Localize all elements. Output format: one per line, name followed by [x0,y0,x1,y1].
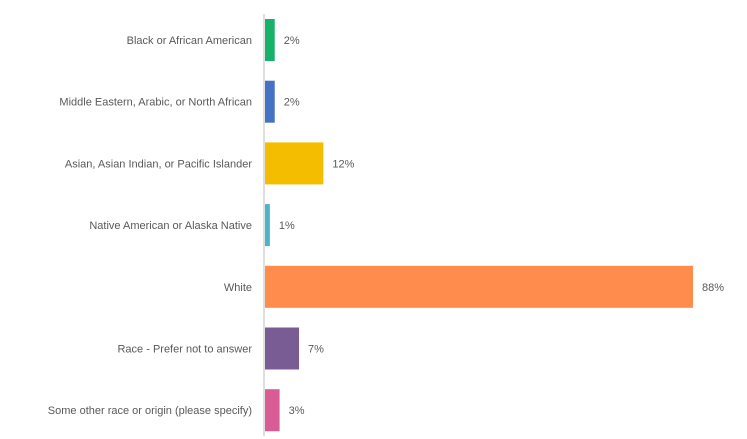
bar [265,19,275,61]
category-label: White [224,282,252,294]
data-label: 2% [284,97,300,109]
category-label: Native American or Alaska Native [89,220,252,232]
data-label: 12% [332,158,354,170]
bar [265,265,693,308]
bar [265,80,275,123]
data-label: 1% [279,220,295,232]
category-label: Race - Prefer not to answer [117,344,252,356]
data-label: 3% [289,405,305,417]
bar [265,327,300,370]
category-label: Some other race or origin (please specif… [48,405,252,417]
bar [265,142,324,185]
bar [265,389,280,432]
data-label: 88% [702,282,724,294]
category-label: Asian, Asian Indian, or Pacific Islander [65,158,252,170]
data-label: 2% [284,35,300,47]
category-label: Black or African American [127,35,252,47]
bar-series: Black or African American 2% Middle Easter… [48,19,724,432]
bar [265,204,270,247]
data-label: 7% [308,344,324,356]
category-label: Middle Eastern, Arabic, or North African [59,97,252,109]
